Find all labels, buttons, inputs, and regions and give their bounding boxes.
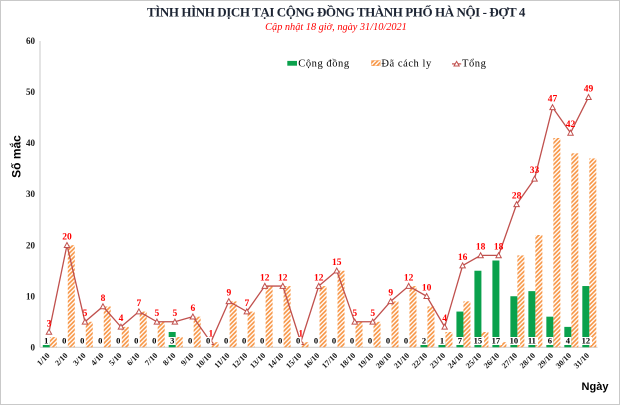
svg-text:5: 5 [352, 309, 357, 319]
svg-text:10: 10 [422, 284, 432, 294]
svg-text:3: 3 [47, 319, 52, 329]
svg-text:Ngày: Ngày [582, 381, 610, 393]
svg-text:9: 9 [388, 289, 393, 299]
svg-text:12: 12 [404, 273, 414, 283]
svg-text:0: 0 [188, 335, 192, 345]
svg-text:5: 5 [155, 309, 160, 319]
svg-text:1: 1 [298, 330, 303, 340]
svg-text:0: 0 [31, 342, 36, 352]
svg-text:0: 0 [260, 335, 264, 345]
svg-text:TÌNH HÌNH DỊCH TẠI CỘNG ĐỒNG T: TÌNH HÌNH DỊCH TẠI CỘNG ĐỒNG THÀNH PHỐ H… [147, 5, 526, 20]
svg-text:6: 6 [190, 304, 195, 314]
svg-text:0: 0 [224, 335, 228, 345]
svg-text:7: 7 [244, 299, 249, 309]
svg-text:20: 20 [62, 233, 72, 243]
svg-text:42: 42 [566, 120, 576, 130]
svg-text:18: 18 [494, 243, 504, 253]
svg-text:0: 0 [80, 335, 84, 345]
svg-text:28: 28 [512, 192, 522, 202]
svg-text:60: 60 [26, 36, 36, 46]
svg-text:Số mắc: Số mắc [9, 135, 24, 178]
svg-text:1: 1 [208, 330, 213, 340]
svg-text:50: 50 [26, 87, 36, 97]
svg-text:0: 0 [386, 335, 390, 345]
svg-text:0: 0 [242, 335, 246, 345]
svg-text:49: 49 [584, 84, 594, 94]
svg-text:0: 0 [98, 335, 102, 345]
svg-text:4: 4 [442, 314, 447, 324]
svg-text:0: 0 [134, 335, 138, 345]
svg-text:7: 7 [137, 299, 142, 309]
svg-text:12: 12 [582, 335, 591, 345]
svg-text:10: 10 [26, 291, 36, 301]
svg-text:15: 15 [474, 335, 483, 345]
svg-text:7: 7 [458, 335, 463, 345]
svg-text:0: 0 [62, 335, 66, 345]
svg-text:5: 5 [83, 309, 88, 319]
svg-text:0: 0 [152, 335, 156, 345]
svg-text:33: 33 [530, 166, 540, 176]
svg-text:0: 0 [296, 335, 300, 345]
svg-text:30: 30 [26, 189, 36, 199]
svg-text:16: 16 [458, 253, 468, 263]
svg-text:0: 0 [116, 335, 120, 345]
svg-text:2: 2 [422, 335, 426, 345]
svg-text:6: 6 [548, 335, 552, 345]
svg-text:12: 12 [314, 273, 324, 283]
svg-text:8: 8 [101, 294, 106, 304]
svg-text:1: 1 [44, 335, 48, 345]
svg-text:0: 0 [404, 335, 408, 345]
svg-text:Đã cách ly: Đã cách ly [381, 58, 432, 69]
svg-text:18: 18 [476, 243, 486, 253]
svg-text:0: 0 [368, 335, 372, 345]
svg-text:0: 0 [332, 335, 336, 345]
svg-text:1: 1 [440, 335, 444, 345]
svg-text:0: 0 [350, 335, 354, 345]
svg-text:11: 11 [528, 335, 536, 345]
svg-text:Tổng: Tổng [462, 58, 487, 69]
svg-text:4: 4 [566, 335, 571, 345]
svg-text:0: 0 [314, 335, 318, 345]
svg-text:0: 0 [278, 335, 282, 345]
svg-text:9: 9 [226, 289, 231, 299]
svg-text:15: 15 [332, 258, 342, 268]
svg-text:12: 12 [278, 273, 288, 283]
svg-text:40: 40 [26, 138, 36, 148]
svg-text:17: 17 [492, 335, 501, 345]
svg-text:20: 20 [26, 240, 36, 250]
svg-text:0: 0 [206, 335, 210, 345]
svg-text:47: 47 [548, 95, 558, 105]
svg-text:4: 4 [119, 314, 124, 324]
svg-text:Cập nhật 18 giờ, ngày 31/10/20: Cập nhật 18 giờ, ngày 31/10/2021 [265, 22, 407, 33]
svg-text:5: 5 [370, 309, 375, 319]
svg-text:Cộng đồng: Cộng đồng [298, 58, 350, 69]
svg-text:5: 5 [173, 309, 178, 319]
svg-text:3: 3 [170, 335, 174, 345]
svg-text:10: 10 [510, 335, 519, 345]
svg-text:12: 12 [260, 273, 270, 283]
